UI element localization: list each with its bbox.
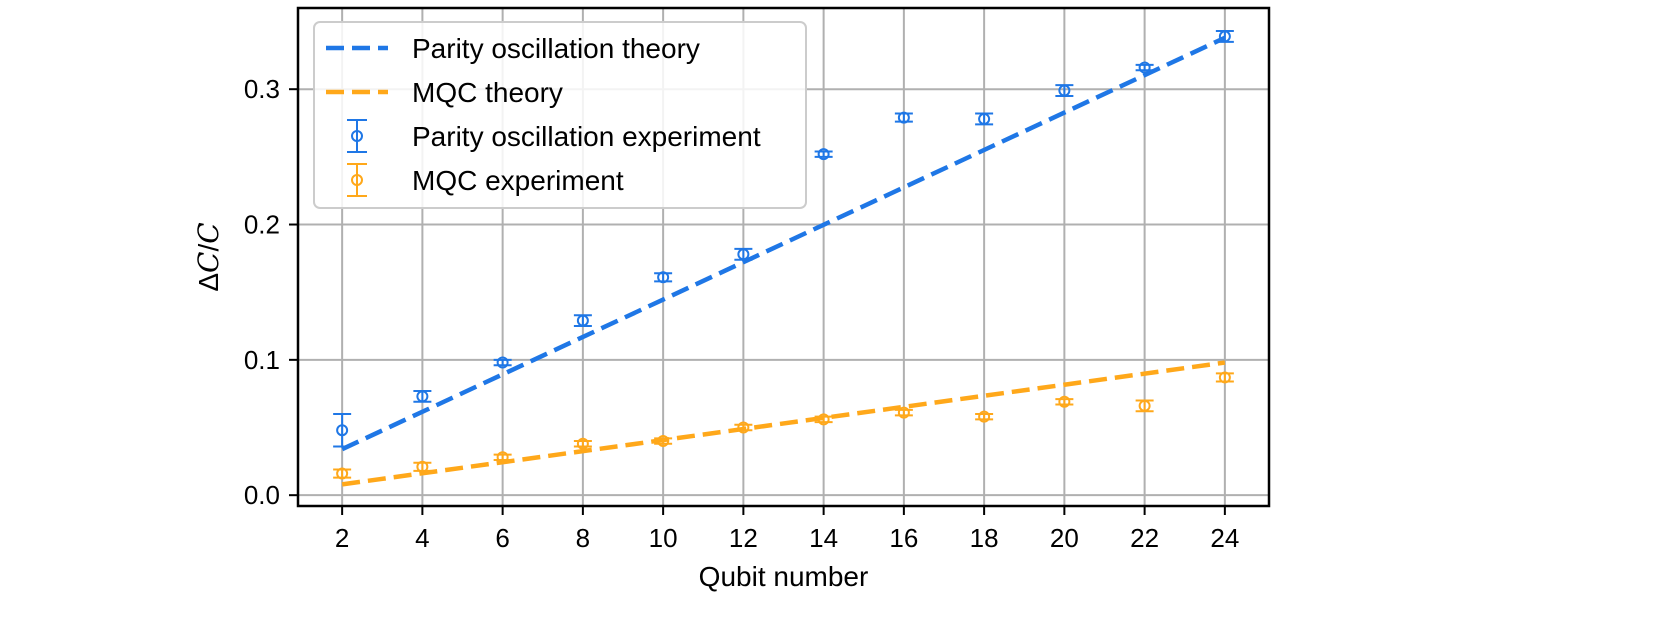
x-tick-label: 20	[1050, 523, 1079, 553]
data-point	[1218, 371, 1231, 384]
legend-label: Parity oscillation experiment	[412, 121, 761, 152]
data-point	[576, 437, 589, 450]
y-tick-label: 0.2	[244, 210, 280, 240]
theory-line	[341, 360, 1226, 487]
legend-box	[313, 21, 807, 209]
x-tick-label: 14	[809, 523, 838, 553]
data-point	[336, 424, 349, 437]
y-tick-label: 0.0	[244, 480, 280, 510]
legend-label: MQC experiment	[412, 165, 624, 196]
data-point	[1138, 61, 1151, 74]
axis-ticks: 2 4 6 8 10 12 14 16 18 20 22 240.00.10.20.3	[244, 74, 1239, 553]
y-axis-label: ΔC/C	[192, 222, 225, 291]
data-point	[1058, 84, 1071, 97]
x-tick-label: 6	[495, 523, 509, 553]
plot-data	[333, 30, 1234, 487]
data-point	[1058, 395, 1071, 408]
legend: Parity oscillation theory MQC theory Parit…	[313, 21, 807, 209]
data-point	[1138, 399, 1151, 412]
data-point	[978, 410, 991, 423]
data-point	[978, 112, 991, 125]
data-point	[496, 451, 509, 464]
data-point	[657, 271, 670, 284]
y-tick-label: 0.1	[244, 345, 280, 375]
legend-label: Parity oscillation theory	[412, 33, 700, 64]
plot-frame	[296, 6, 1271, 508]
data-point	[897, 406, 910, 419]
x-tick-label: 12	[729, 523, 758, 553]
data-point	[416, 460, 429, 473]
x-tick-label: 16	[889, 523, 918, 553]
data-point	[817, 148, 830, 161]
x-tick-label: 18	[970, 523, 999, 553]
data-point	[336, 467, 349, 480]
data-point	[576, 314, 589, 327]
data-point	[657, 435, 670, 448]
data-point	[737, 248, 750, 261]
data-point	[496, 356, 509, 369]
x-tick-label: 2	[335, 523, 349, 553]
data-point	[737, 421, 750, 434]
theory-line	[341, 35, 1226, 452]
x-tick-label: 22	[1130, 523, 1159, 553]
x-tick-label: 10	[649, 523, 678, 553]
x-tick-label: 4	[415, 523, 429, 553]
legend-label: MQC theory	[412, 77, 563, 108]
legend-swatch-marker	[351, 130, 363, 142]
y-tick-label: 0.3	[244, 74, 280, 104]
x-tick-label: 8	[576, 523, 590, 553]
data-point	[416, 390, 429, 403]
data-point	[897, 111, 910, 124]
x-axis-label: Qubit number	[699, 561, 869, 592]
data-point	[1218, 30, 1231, 43]
data-point	[817, 413, 830, 426]
legend-swatch-marker	[351, 174, 363, 186]
x-tick-label: 24	[1210, 523, 1239, 553]
